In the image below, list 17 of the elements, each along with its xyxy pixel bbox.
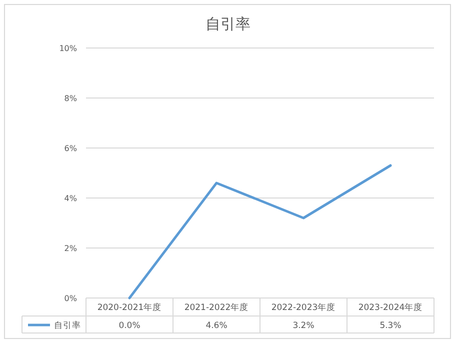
data-label: 3.2% [292, 321, 314, 331]
x-tick-label: 2023-2024年度 [358, 302, 423, 313]
chart-title: 自引率 [206, 15, 250, 33]
y-tick-label: 2% [64, 244, 78, 253]
data-label: 4.6% [206, 321, 228, 331]
data-label: 0.0% [118, 321, 140, 331]
y-tick-label: 0% [64, 294, 78, 303]
y-tick-label: 6% [64, 144, 78, 153]
x-tick-label: 2022-2023年度 [271, 302, 336, 313]
y-tick-label: 10% [59, 44, 78, 53]
x-tick-label: 2020-2021年度 [97, 302, 162, 313]
line-series [128, 164, 392, 300]
x-tick-label: 2021-2022年度 [184, 302, 249, 313]
legend-label: 自引率 [54, 320, 81, 331]
y-tick-label: 4% [64, 194, 78, 203]
y-tick-label: 8% [64, 94, 78, 103]
data-label: 5.3% [380, 321, 402, 331]
